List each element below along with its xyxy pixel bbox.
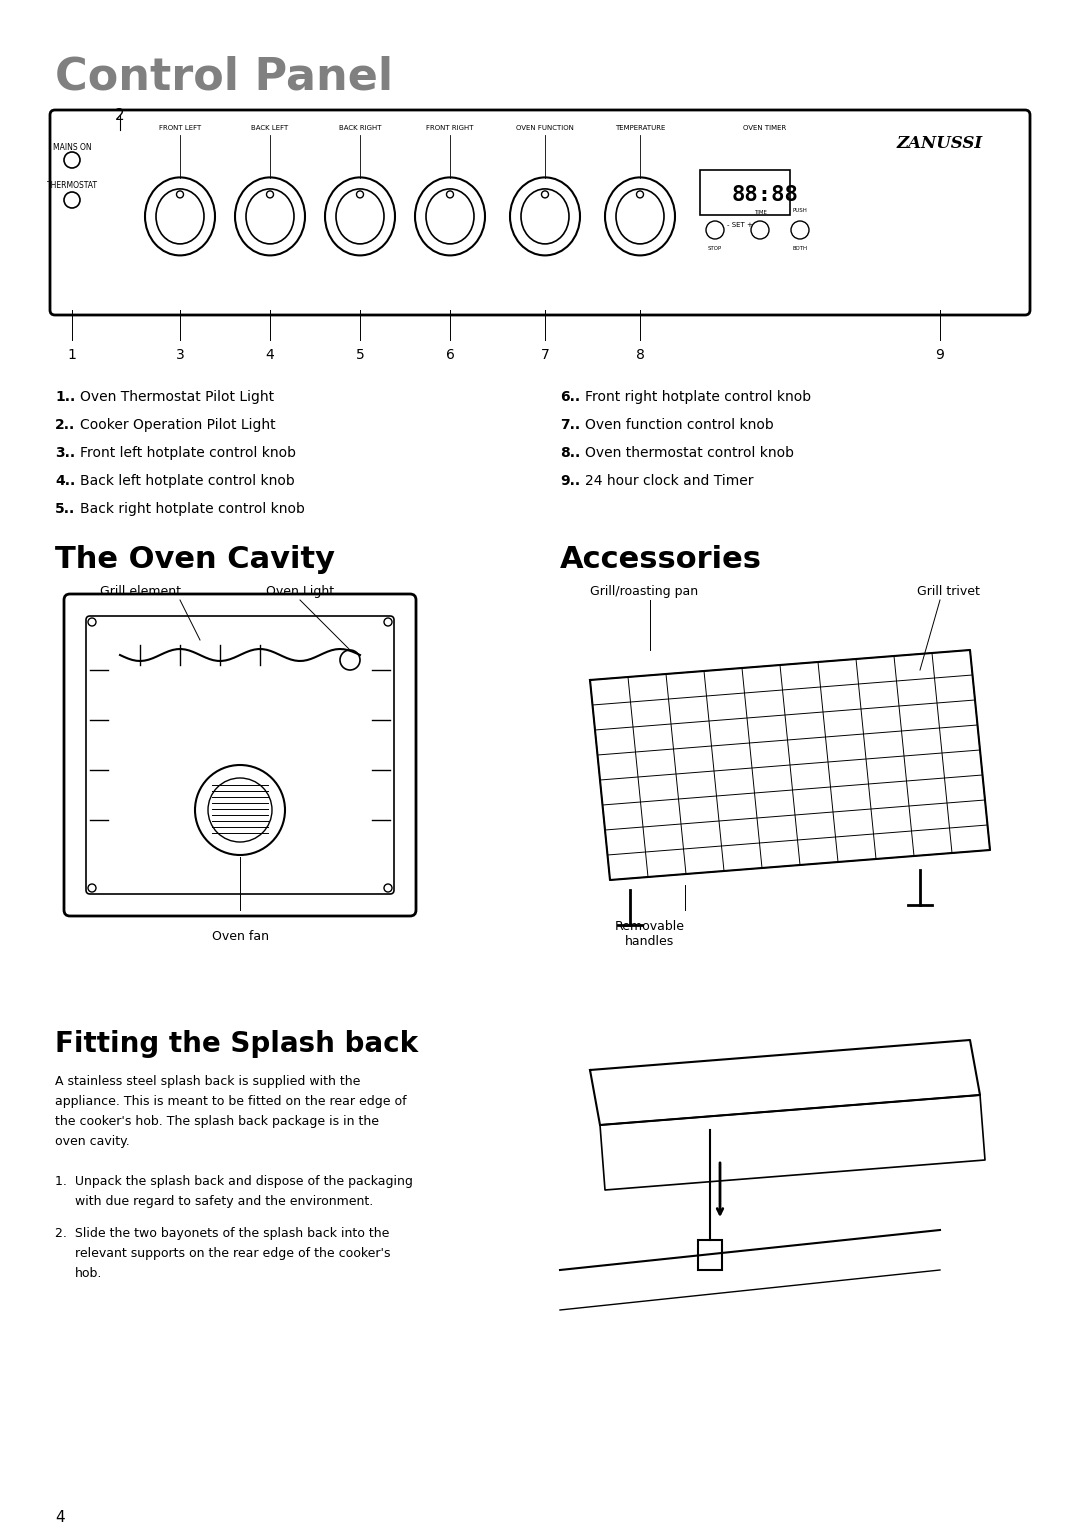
Text: MAINS ON: MAINS ON: [53, 144, 92, 153]
Text: THERMOSTAT: THERMOSTAT: [46, 180, 97, 189]
Text: A stainless steel splash back is supplied with the: A stainless steel splash back is supplie…: [55, 1076, 361, 1088]
Text: - SET +: - SET +: [727, 222, 753, 228]
Text: with due regard to safety and the environment.: with due regard to safety and the enviro…: [75, 1195, 374, 1209]
Text: 4: 4: [266, 348, 274, 362]
Text: The Oven Cavity: The Oven Cavity: [55, 545, 335, 575]
FancyBboxPatch shape: [50, 110, 1030, 315]
Text: Back right hotplate control knob: Back right hotplate control knob: [80, 503, 305, 516]
Text: 8: 8: [635, 348, 645, 362]
Text: 3..: 3..: [55, 446, 76, 460]
Text: Front left hotplate control knob: Front left hotplate control knob: [80, 446, 296, 460]
Text: Oven Light: Oven Light: [266, 585, 334, 597]
Text: 4..: 4..: [55, 474, 76, 487]
Text: 9: 9: [935, 348, 944, 362]
Text: TEMPERATURE: TEMPERATURE: [615, 125, 665, 131]
FancyBboxPatch shape: [86, 616, 394, 894]
Text: 2: 2: [114, 108, 124, 122]
Text: 88:88: 88:88: [731, 185, 798, 205]
Text: PUSH: PUSH: [793, 208, 808, 212]
Text: 5..: 5..: [55, 503, 76, 516]
Text: BACK LEFT: BACK LEFT: [252, 125, 288, 131]
Text: hob.: hob.: [75, 1267, 103, 1280]
Text: 7: 7: [541, 348, 550, 362]
Text: Oven Thermostat Pilot Light: Oven Thermostat Pilot Light: [80, 390, 274, 403]
Text: Grill element: Grill element: [99, 585, 180, 597]
Text: 24 hour clock and Timer: 24 hour clock and Timer: [585, 474, 754, 487]
Text: 6..: 6..: [561, 390, 580, 403]
Text: Oven function control knob: Oven function control knob: [585, 419, 773, 432]
Text: oven cavity.: oven cavity.: [55, 1135, 130, 1148]
Text: Grill trivet: Grill trivet: [917, 585, 980, 597]
Text: 7..: 7..: [561, 419, 580, 432]
Text: BOTH: BOTH: [793, 246, 808, 251]
Text: Front right hotplate control knob: Front right hotplate control knob: [585, 390, 811, 403]
Text: appliance. This is meant to be fitted on the rear edge of: appliance. This is meant to be fitted on…: [55, 1096, 407, 1108]
Text: Accessories: Accessories: [561, 545, 762, 575]
Text: Oven thermostat control knob: Oven thermostat control knob: [585, 446, 794, 460]
Text: Grill/roasting pan: Grill/roasting pan: [590, 585, 698, 597]
Text: 1..: 1..: [55, 390, 76, 403]
Text: Back left hotplate control knob: Back left hotplate control knob: [80, 474, 295, 487]
Bar: [698, 1241, 723, 1270]
Text: BACK RIGHT: BACK RIGHT: [339, 125, 381, 131]
Text: 2..: 2..: [55, 419, 76, 432]
Text: Fitting the Splash back: Fitting the Splash back: [55, 1030, 418, 1057]
Text: OVEN FUNCTION: OVEN FUNCTION: [516, 125, 573, 131]
Text: STOP: STOP: [707, 246, 723, 251]
Text: Control Panel: Control Panel: [55, 55, 393, 98]
Text: ZANUSSI: ZANUSSI: [896, 134, 983, 151]
Text: FRONT RIGHT: FRONT RIGHT: [427, 125, 474, 131]
FancyBboxPatch shape: [64, 594, 416, 915]
Text: OVEN TIMER: OVEN TIMER: [743, 125, 786, 131]
Text: FRONT LEFT: FRONT LEFT: [159, 125, 201, 131]
Bar: [700, 170, 789, 215]
Text: 5: 5: [355, 348, 364, 362]
Text: 1.  Unpack the splash back and dispose of the packaging: 1. Unpack the splash back and dispose of…: [55, 1175, 413, 1187]
Text: 4: 4: [55, 1510, 65, 1525]
Text: Cooker Operation Pilot Light: Cooker Operation Pilot Light: [80, 419, 275, 432]
Text: the cooker's hob. The splash back package is in the: the cooker's hob. The splash back packag…: [55, 1115, 379, 1128]
Text: relevant supports on the rear edge of the cooker's: relevant supports on the rear edge of th…: [75, 1247, 391, 1261]
Text: Removable
handles: Removable handles: [615, 920, 685, 947]
Text: TIME: TIME: [754, 209, 767, 214]
Text: Oven fan: Oven fan: [212, 931, 269, 943]
Text: 2.  Slide the two bayonets of the splash back into the: 2. Slide the two bayonets of the splash …: [55, 1227, 390, 1241]
Text: 8..: 8..: [561, 446, 580, 460]
Text: 1: 1: [68, 348, 77, 362]
Text: 9..: 9..: [561, 474, 580, 487]
Text: 3: 3: [176, 348, 185, 362]
Text: 6: 6: [446, 348, 455, 362]
